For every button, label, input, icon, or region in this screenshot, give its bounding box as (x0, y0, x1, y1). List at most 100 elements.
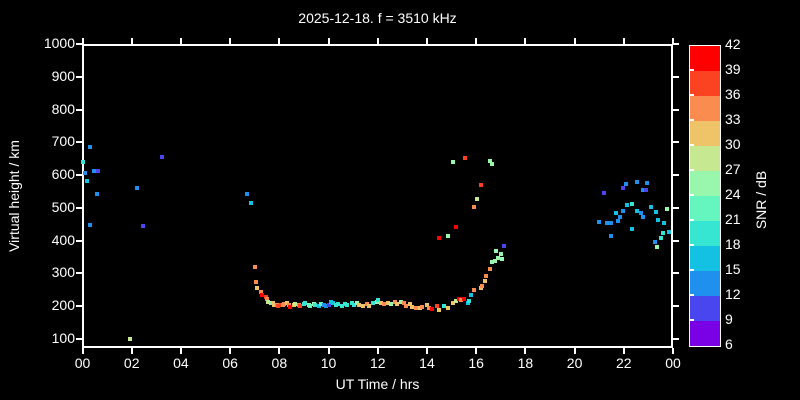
colorbar-tick-label: 15 (725, 261, 741, 277)
data-point (410, 304, 415, 309)
data-point (445, 233, 450, 238)
data-point (316, 303, 321, 308)
data-point (360, 303, 365, 308)
x-tick-top (278, 38, 281, 44)
data-point (635, 208, 640, 213)
data-point (655, 244, 659, 249)
data-point (413, 305, 418, 310)
colorbar-tick (689, 294, 694, 296)
data-point (630, 201, 635, 206)
y-tick-label: 900 (51, 67, 75, 84)
data-point (609, 220, 614, 225)
x-tick-label: 04 (173, 355, 189, 371)
data-point (389, 301, 394, 306)
y-tick-label: 500 (51, 198, 75, 215)
data-point (140, 223, 145, 228)
data-point (333, 302, 338, 307)
colorbar-tick (689, 319, 694, 321)
colorbar-tick (689, 169, 694, 171)
colorbar-tick-label: 36 (725, 86, 741, 102)
y-tick-label: 300 (51, 264, 75, 281)
x-tick-top (573, 38, 576, 44)
data-point (276, 303, 281, 308)
x-tick-top (425, 38, 428, 44)
data-point (367, 303, 372, 308)
data-point (245, 191, 250, 196)
data-point (620, 208, 625, 213)
y-tick-left (76, 108, 82, 111)
data-point (379, 300, 384, 305)
data-point (404, 303, 409, 308)
data-point (268, 300, 273, 305)
data-point (450, 160, 455, 164)
data-point (498, 252, 503, 257)
colorbar-segment (690, 196, 720, 221)
data-point (417, 305, 422, 310)
y-tick-left (76, 239, 82, 242)
x-tick-top (376, 38, 379, 44)
data-point (502, 243, 507, 248)
data-point (493, 249, 498, 254)
y-tick-label: 200 (51, 297, 75, 314)
x-tick-label: 14 (419, 355, 435, 371)
x-tick-top (130, 38, 133, 44)
data-point (253, 279, 258, 284)
y-tick-right (673, 43, 679, 45)
y-tick-left (76, 206, 82, 209)
data-point (492, 258, 497, 263)
data-point (496, 256, 501, 261)
data-point (641, 187, 646, 192)
colorbar-tick-label: 12 (725, 286, 741, 302)
colorbar (689, 45, 721, 347)
data-point (662, 220, 667, 225)
data-point (252, 264, 257, 269)
data-point (471, 204, 476, 209)
y-tick-left (76, 272, 82, 275)
data-point (469, 292, 474, 297)
data-point (352, 302, 357, 307)
data-point (96, 168, 101, 173)
x-tick-bottom (130, 348, 133, 354)
data-point (381, 301, 386, 306)
data-point (319, 301, 324, 306)
y-tick-left (76, 43, 82, 45)
x-tick-bottom (672, 348, 674, 354)
y-tick-right (673, 174, 679, 177)
colorbar-tick-label: 9 (725, 311, 733, 327)
data-point (454, 224, 459, 229)
data-point (618, 214, 623, 219)
y-tick-right (673, 108, 679, 111)
data-point (420, 304, 425, 309)
data-point (87, 144, 92, 149)
data-point (329, 299, 333, 304)
data-point (399, 299, 404, 304)
data-point (653, 209, 658, 214)
y-tick-label: 600 (51, 166, 75, 183)
data-point (357, 302, 362, 307)
colorbar-segment (690, 96, 720, 121)
data-point (635, 179, 640, 184)
colorbar-segment (690, 146, 720, 171)
y-tick-left (76, 141, 82, 144)
y-tick-right (673, 305, 679, 308)
data-point (364, 301, 369, 306)
y-tick-label: 400 (51, 231, 75, 248)
x-tick-bottom (179, 348, 182, 354)
colorbar-tick (689, 144, 694, 146)
data-point (313, 302, 317, 307)
x-tick-top (524, 38, 527, 44)
colorbar-segment (690, 321, 720, 346)
colorbar-tick (689, 194, 694, 196)
data-point (260, 292, 265, 297)
data-point (614, 210, 619, 215)
colorbar-tick-label: 6 (725, 336, 733, 352)
x-tick-bottom (475, 348, 478, 354)
data-point (459, 297, 464, 302)
x-tick-bottom (278, 348, 281, 354)
data-point (658, 236, 663, 241)
data-point (471, 287, 476, 292)
y-tick-left (76, 305, 82, 308)
colorbar-tick (689, 244, 694, 246)
data-point (344, 302, 349, 307)
